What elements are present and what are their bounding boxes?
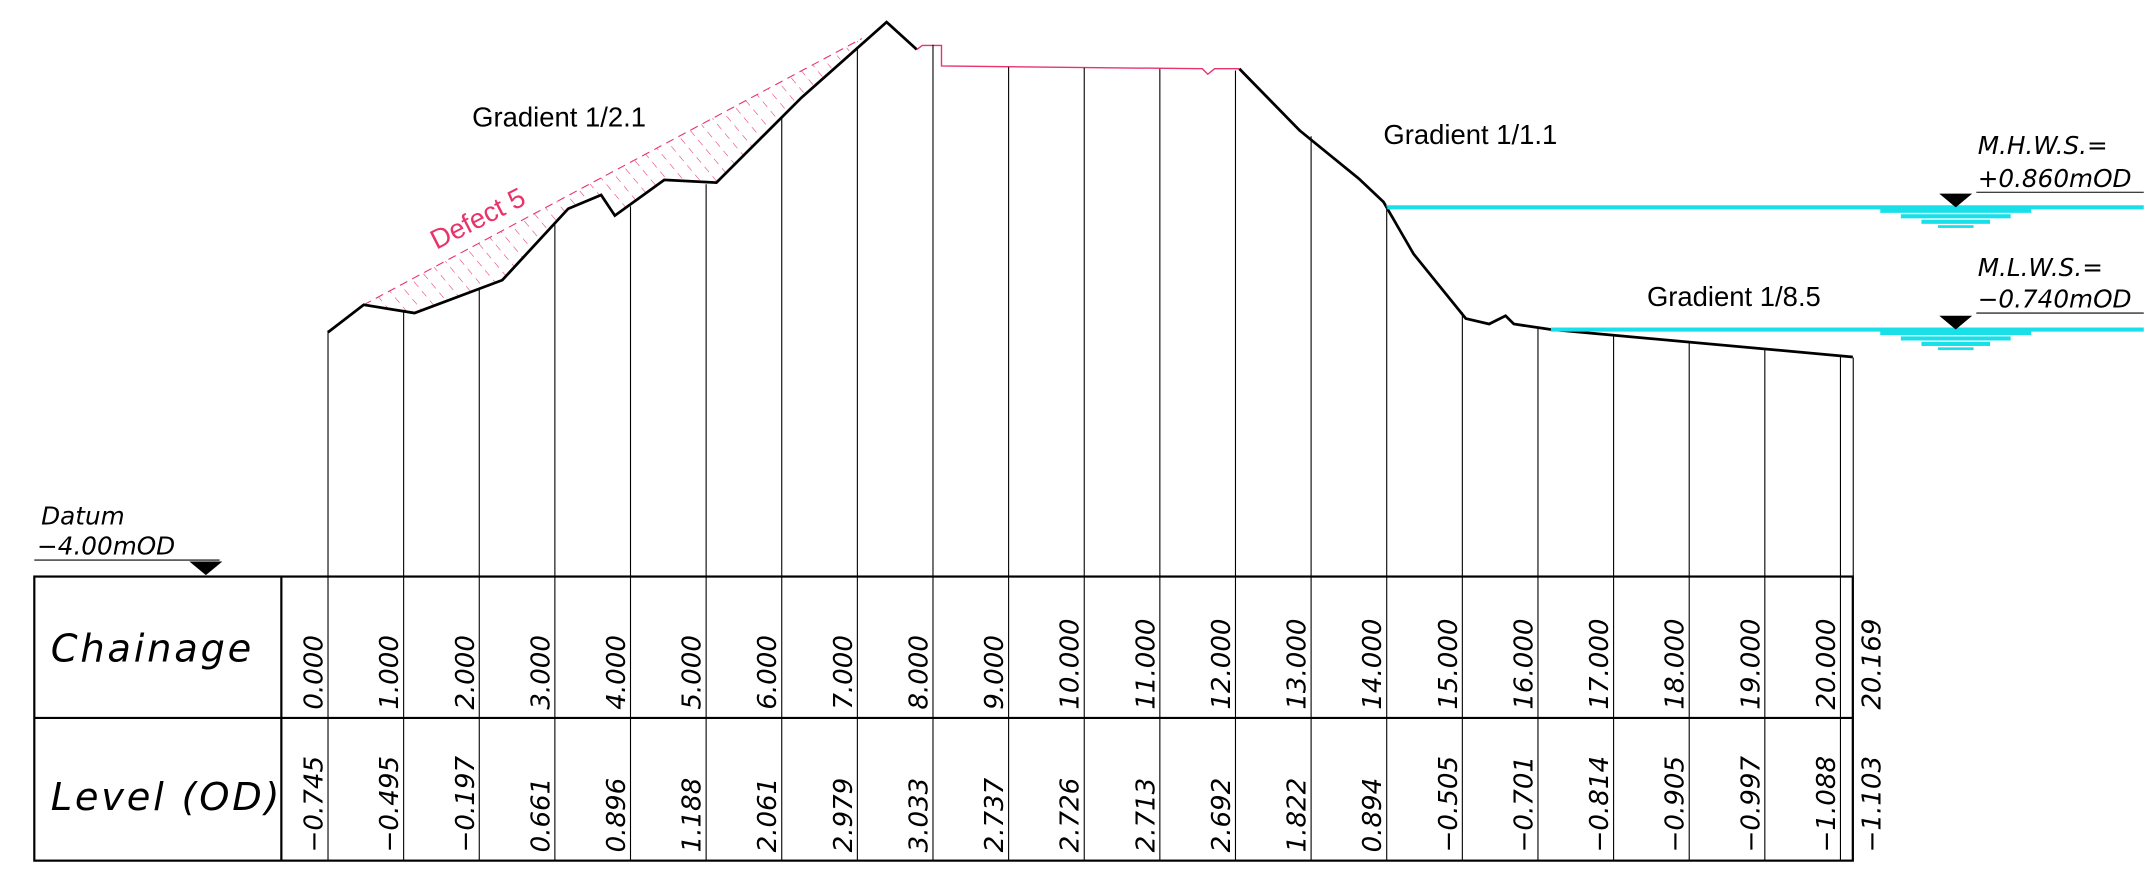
chainage-value: 15.000 [1434,618,1464,709]
level-value: −1.088 [1812,756,1842,852]
level-value: −1.103 [1858,756,1888,852]
chainage-value: 20.169 [1858,618,1888,709]
level-value: −0.814 [1585,756,1615,852]
chainage-value: 2.000 [451,635,481,710]
chainage-value: 9.000 [980,635,1010,710]
gradient-label: Gradient 1/1.1 [1383,119,1557,150]
chainage-value: 19.000 [1736,618,1766,709]
mlws-level: −0.740mOD [1978,285,2132,314]
chainage-value: 8.000 [905,635,935,710]
level-value: 0.661 [526,778,556,853]
level-value: −0.905 [1661,756,1691,852]
mhws-label: M.H.W.S.= [1978,131,2108,160]
level-value: 0.894 [1358,778,1388,853]
chainage-value: 18.000 [1661,618,1691,709]
chainage-value: 5.000 [678,635,708,710]
level-value: 1.822 [1283,778,1313,853]
level-value: −0.997 [1736,756,1766,853]
row-header: Level (OD) [51,775,282,820]
chainage-value: 16.000 [1509,618,1539,709]
ground-profile [1238,67,1853,359]
level-value: −0.701 [1509,756,1539,852]
level-value: 2.713 [1131,778,1161,853]
chainage-value: 12.000 [1207,618,1237,709]
level-value: 1.188 [678,778,708,853]
datum-label: Datum [41,501,125,530]
mlws-marker [1939,315,1973,330]
datum-marker [189,561,223,576]
mhws-hatch [1880,208,2032,228]
level-value: 2.979 [829,778,859,853]
chainage-value: 1.000 [375,635,405,710]
crest-profile [916,44,1240,76]
level-value: 0.896 [602,778,632,853]
defect-boundary [363,38,863,306]
mlws-label: M.L.W.S.= [1978,253,2103,282]
defect-hatch [363,38,862,314]
chainage-value: 20.000 [1812,618,1842,709]
mhws-level: +0.860mOD [1978,164,2132,193]
level-value: 2.737 [980,777,1010,852]
chainage-value: 4.000 [602,635,632,710]
mlws-hatch [1880,330,2032,351]
gradient-label: Gradient 1/8.5 [1647,281,1821,312]
level-value: 2.692 [1207,778,1237,853]
gradient-label: Gradient 1/2.1 [472,101,646,132]
mhws-marker [1939,193,1973,208]
columns: 0.000 −0.745 1.000 −0.495 2.000 −0.197 3.000 0.… [300,44,1888,861]
level-value: 2.726 [1056,778,1086,853]
chainage-value: 10.000 [1056,618,1086,709]
chainage-value: 0.000 [300,635,330,710]
chainage-value: 3.000 [526,635,556,710]
level-value: 3.033 [905,778,935,853]
chainage-value: 14.000 [1358,618,1388,709]
level-value: −0.745 [300,756,330,852]
datum-level: −4.00mOD [37,532,175,561]
level-value: −0.197 [451,756,481,853]
level-value: −0.495 [375,756,405,852]
chainage-value: 6.000 [753,635,783,710]
level-value: −0.505 [1434,756,1464,852]
chainage-value: 13.000 [1283,618,1313,709]
chainage-value: 7.000 [829,635,859,710]
ground-profile [327,20,918,334]
chainage-value: 17.000 [1585,618,1615,709]
level-value: 2.061 [753,778,783,853]
row-header: Chainage [51,627,254,672]
chainage-value: 11.000 [1131,618,1161,709]
